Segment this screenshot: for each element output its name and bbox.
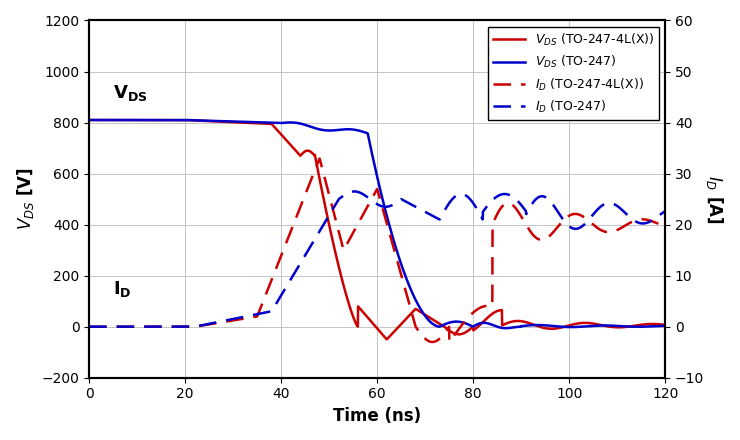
Y-axis label: $V_{DS}$ [V]: $V_{DS}$ [V] — [15, 168, 36, 231]
$I_{D}$ (TO-247) — [101, 324, 110, 329]
X-axis label: Time (ns): Time (ns) — [333, 407, 421, 425]
$V_{DS}$ (TO-247-4L(X)) — [101, 117, 110, 123]
$I_{D}$ (TO-247) — [84, 324, 93, 329]
$V_{DS}$ (TO-247-4L(X)) — [346, 307, 355, 312]
$V_{DS}$ (TO-247) — [661, 323, 670, 328]
$I_{D}$ (TO-247-4L(X)) — [101, 324, 110, 329]
$V_{DS}$ (TO-247) — [346, 127, 355, 132]
Line: $V_{DS}$ (TO-247-4L(X)): $V_{DS}$ (TO-247-4L(X)) — [89, 120, 665, 339]
$I_{D}$ (TO-247-4L(X)) — [164, 324, 173, 329]
$I_{D}$ (TO-247) — [164, 324, 173, 329]
$I_{D}$ (TO-247-4L(X)) — [130, 324, 138, 329]
$V_{DS}$ (TO-247) — [101, 117, 110, 123]
$V_{DS}$ (TO-247) — [84, 117, 93, 123]
$V_{DS}$ (TO-247) — [501, 326, 510, 331]
$I_{D}$ (TO-247-4L(X)) — [428, 339, 437, 345]
$I_{D}$ (TO-247-4L(X)) — [84, 324, 93, 329]
Legend: $V_{DS}$ (TO-247-4L(X)), $V_{DS}$ (TO-247), $I_{D}$ (TO-247-4L(X)), $I_{D}$ (TO-: $V_{DS}$ (TO-247-4L(X)), $V_{DS}$ (TO-24… — [488, 27, 659, 120]
$V_{DS}$ (TO-247-4L(X)) — [383, 337, 391, 342]
Text: $\mathbf{V_{DS}}$: $\mathbf{V_{DS}}$ — [113, 83, 148, 103]
$I_{D}$ (TO-247) — [661, 209, 670, 214]
$V_{DS}$ (TO-247-4L(X)) — [661, 322, 670, 327]
Y-axis label: $I_{D}$ [A]: $I_{D}$ [A] — [704, 175, 725, 224]
$V_{DS}$ (TO-247-4L(X)) — [148, 117, 157, 123]
$I_{D}$ (TO-247-4L(X)) — [661, 224, 670, 229]
$V_{DS}$ (TO-247) — [573, 324, 582, 330]
$I_{D}$ (TO-247) — [130, 324, 138, 329]
$I_{D}$ (TO-247-4L(X)) — [148, 324, 157, 329]
$V_{DS}$ (TO-247-4L(X)) — [84, 117, 93, 123]
$I_{D}$ (TO-247) — [573, 226, 582, 231]
$V_{DS}$ (TO-247) — [130, 117, 138, 123]
Line: $I_{D}$ (TO-247): $I_{D}$ (TO-247) — [89, 191, 665, 326]
$V_{DS}$ (TO-247-4L(X)) — [573, 321, 582, 326]
$I_{D}$ (TO-247-4L(X)) — [573, 212, 582, 217]
$I_{D}$ (TO-247) — [346, 189, 355, 194]
$V_{DS}$ (TO-247) — [164, 117, 173, 123]
$I_{D}$ (TO-247-4L(X)) — [346, 234, 355, 239]
$V_{DS}$ (TO-247-4L(X)) — [164, 117, 173, 123]
$V_{DS}$ (TO-247) — [148, 117, 157, 123]
Line: $I_{D}$ (TO-247-4L(X)): $I_{D}$ (TO-247-4L(X)) — [89, 159, 665, 342]
Text: $\mathbf{I_{D}}$: $\mathbf{I_{D}}$ — [113, 279, 132, 298]
Line: $V_{DS}$ (TO-247): $V_{DS}$ (TO-247) — [89, 120, 665, 328]
$I_{D}$ (TO-247) — [350, 189, 359, 194]
$I_{D}$ (TO-247) — [148, 324, 157, 329]
$I_{D}$ (TO-247-4L(X)) — [315, 156, 324, 161]
$V_{DS}$ (TO-247-4L(X)) — [130, 117, 138, 123]
